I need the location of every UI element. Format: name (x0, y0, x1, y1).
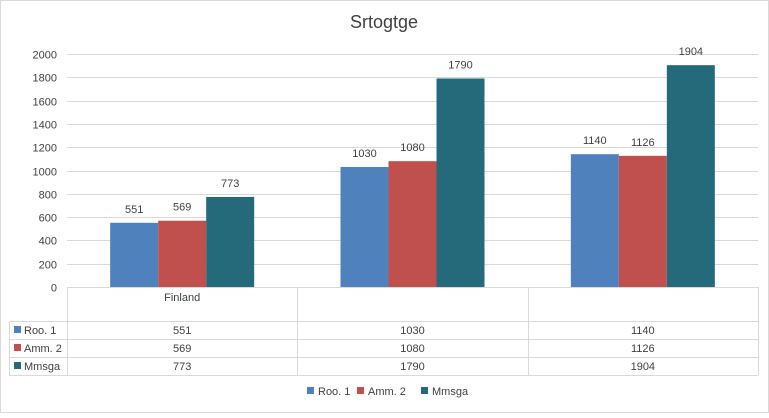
data-label: 569 (173, 202, 191, 214)
data-label: 551 (125, 204, 143, 216)
legend-key (307, 387, 314, 394)
data-labels: 551 1030 1140 569 1080 1126 773 1790 1904 (125, 46, 703, 216)
y-tick-label: 200 (39, 260, 57, 272)
table-cell: 1080 (400, 343, 424, 355)
table-legend-key (14, 326, 21, 333)
y-tick-label: 1000 (33, 167, 57, 179)
legend-key (357, 387, 364, 394)
bar-2 (158, 220, 207, 287)
legend-key (421, 387, 428, 394)
table-cell: 1790 (400, 361, 424, 373)
data-label: 1904 (679, 46, 703, 58)
bar-3 (666, 65, 715, 288)
y-tick-label: 400 (39, 236, 57, 248)
data-label: 1790 (448, 59, 472, 71)
data-label: 1126 (631, 137, 655, 149)
y-tick-label: 1800 (33, 73, 57, 85)
bar-1 (570, 154, 619, 287)
data-table: Finland Roo. 1 551 1030 1140 Amm. 2 569 1080 112… (9, 287, 759, 376)
y-tick-label: 600 (39, 213, 57, 225)
bar-2 (388, 161, 437, 287)
bar-3 (436, 78, 485, 287)
data-label: 1030 (352, 148, 376, 160)
legend-label: Mmsga (432, 386, 469, 398)
bar-3 (206, 196, 255, 287)
legend: Roo. 1 Amm. 2 Mmsga (307, 386, 469, 398)
table-cell: 1126 (631, 343, 655, 355)
data-label: 773 (221, 178, 239, 190)
y-tick-label: 0 (51, 283, 57, 295)
legend-label: Amm. 2 (368, 386, 406, 398)
y-tick-label: 800 (39, 190, 57, 202)
y-tick-label: 1600 (33, 97, 57, 109)
bar-1 (340, 167, 389, 287)
category-label: Finland (164, 292, 200, 304)
y-axis-ticks: 0 200 400 600 800 1000 1200 1400 1600 1800 2000 (33, 50, 57, 295)
legend-label: Roo. 1 (318, 386, 350, 398)
table-cell: 773 (173, 361, 191, 373)
bar-2 (618, 155, 667, 287)
data-label: 1140 (583, 135, 607, 147)
table-cell: 1030 (400, 325, 424, 337)
bar-1 (110, 222, 159, 287)
table-cell: 551 (173, 325, 191, 337)
table-cell: 1140 (631, 325, 655, 337)
table-series-name: Amm. 2 (24, 343, 62, 355)
y-tick-label: 1200 (33, 143, 57, 155)
chart-title: Srtogtge (350, 12, 418, 32)
table-legend-key (14, 362, 21, 369)
table-cell: 1904 (631, 361, 655, 373)
table-series-name: Roo. 1 (24, 325, 56, 337)
y-tick-label: 2000 (33, 50, 57, 62)
table-series-name: Mmsga (24, 361, 61, 373)
bars (110, 65, 715, 288)
table-legend-key (14, 344, 21, 351)
table-cell: 569 (173, 343, 191, 355)
y-tick-label: 1400 (33, 120, 57, 132)
data-label: 1080 (400, 142, 424, 154)
